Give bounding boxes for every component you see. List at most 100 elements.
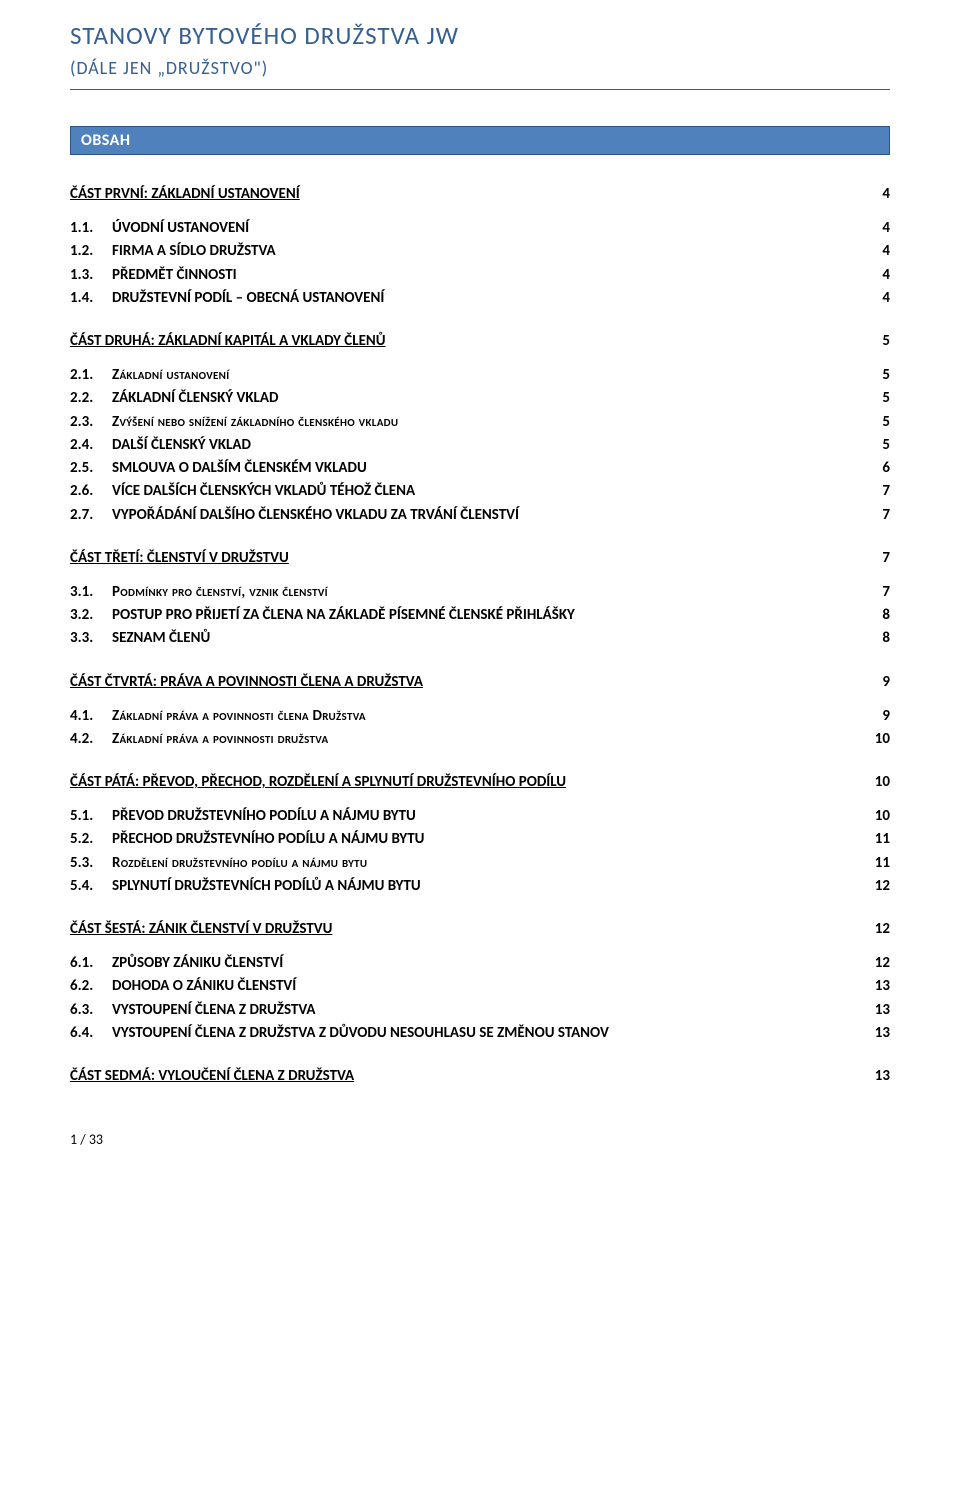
toc-entry-text: VYSTOUPENÍ ČLENA Z DRUŽSTVA Z DŮVODU NES… [112, 1022, 855, 1045]
toc-entry-text: ZPŮSOBY ZÁNIKU ČLENSTVÍ [112, 952, 855, 975]
toc-entry: 6.2.DOHODA O ZÁNIKU ČLENSTVÍ13 [70, 975, 890, 998]
toc-section-heading: ČÁST PÁTÁ: PŘEVOD, PŘECHOD, ROZDĚLENÍ A … [70, 773, 890, 791]
toc-section-heading: ČÁST SEDMÁ: VYLOUČENÍ ČLENA Z DRUŽSTVA 13 [70, 1067, 890, 1085]
toc-entry-text: FIRMA A SÍDLO DRUŽSTVA [112, 240, 862, 263]
toc-entry-text: SMLOUVA O DALŠÍM ČLENSKÉM VKLADU [112, 457, 862, 480]
toc-entry-page: 8 [862, 604, 890, 627]
toc-entry-number: 1.2. [70, 240, 112, 263]
toc-entry-number: 4.2. [70, 728, 112, 751]
toc-entry-number: 3.1. [70, 581, 112, 604]
toc-section-heading: ČÁST DRUHÁ: ZÁKLADNÍ KAPITÁL A VKLADY ČL… [70, 332, 890, 350]
toc-entry-text: Zvýšení nebo snížení základního členskéh… [112, 411, 862, 434]
toc-entry-text: Podmínky pro členství, vznik členství [112, 581, 862, 604]
document-title: STANOVY BYTOVÉHO DRUŽSTVA JW [70, 20, 890, 51]
toc-entry-text: DRUŽSTEVNÍ PODÍL – OBECNÁ USTANOVENÍ [112, 287, 862, 310]
toc-entry-number: 3.2. [70, 604, 112, 627]
toc-section-label: ČÁST PRVNÍ: ZÁKLADNÍ USTANOVENÍ [70, 185, 300, 203]
toc-entry-number: 6.1. [70, 952, 112, 975]
toc-entry-page: 12 [855, 875, 890, 898]
toc-entry-text: PŘEDMĚT ČINNOSTI [112, 264, 862, 287]
toc-entry-number: 6.3. [70, 999, 112, 1022]
toc-entry: 6.3.VYSTOUPENÍ ČLENA Z DRUŽSTVA13 [70, 999, 890, 1022]
toc-entry: 5.4.SPLYNUTÍ DRUŽSTEVNÍCH PODÍLŮ A NÁJMU… [70, 875, 890, 898]
toc-section: ČÁST DRUHÁ: ZÁKLADNÍ KAPITÁL A VKLADY ČL… [70, 332, 890, 527]
toc-entry-text: VYSTOUPENÍ ČLENA Z DRUŽSTVA [112, 999, 855, 1022]
toc-heading-bar: OBSAH [70, 126, 890, 155]
toc-entry-page: 9 [862, 705, 890, 728]
toc-entry: 2.4.DALŠÍ ČLENSKÝ VKLAD5 [70, 434, 890, 457]
toc-entry-text: ZÁKLADNÍ ČLENSKÝ VKLAD [112, 387, 862, 410]
toc-entry: 3.3.SEZNAM ČLENŮ8 [70, 627, 890, 650]
toc-section-label: ČÁST TŘETÍ: ČLENSTVÍ V DRUŽSTVU [70, 549, 289, 567]
toc-section: ČÁST PÁTÁ: PŘEVOD, PŘECHOD, ROZDĚLENÍ A … [70, 773, 890, 898]
document-subtitle: (DÁLE JEN „DRUŽSTVO") [70, 57, 890, 79]
toc-section-page: 9 [882, 673, 890, 691]
toc-entry-number: 2.1. [70, 364, 112, 387]
toc-entry-page: 4 [862, 240, 890, 263]
toc-entry-text: VÍCE DALŠÍCH ČLENSKÝCH VKLADŮ TÉHOŽ ČLEN… [112, 480, 862, 503]
toc-section-label: ČÁST ČTVRTÁ: PRÁVA A POVINNOSTI ČLENA A … [70, 673, 423, 691]
toc-entry-number: 3.3. [70, 627, 112, 650]
toc-section-page: 10 [875, 773, 890, 791]
toc-entry: 1.4.DRUŽSTEVNÍ PODÍL – OBECNÁ USTANOVENÍ… [70, 287, 890, 310]
toc-entry-number: 5.1. [70, 805, 112, 828]
toc-entry: 3.2.POSTUP PRO PŘIJETÍ ZA ČLENA NA ZÁKLA… [70, 604, 890, 627]
toc-section-label: ČÁST ŠESTÁ: ZÁNIK ČLENSTVÍ V DRUŽSTVU [70, 920, 332, 938]
toc-entry: 2.5.SMLOUVA O DALŠÍM ČLENSKÉM VKLADU6 [70, 457, 890, 480]
toc-section: ČÁST ŠESTÁ: ZÁNIK ČLENSTVÍ V DRUŽSTVU126… [70, 920, 890, 1045]
toc-entry-number: 2.7. [70, 504, 112, 527]
toc-section: ČÁST ČTVRTÁ: PRÁVA A POVINNOSTI ČLENA A … [70, 673, 890, 752]
toc-entry-page: 5 [862, 364, 890, 387]
toc-section-label: ČÁST PÁTÁ: PŘEVOD, PŘECHOD, ROZDĚLENÍ A … [70, 773, 566, 791]
toc-entry: 2.3.Zvýšení nebo snížení základního člen… [70, 411, 890, 434]
toc-entry-page: 7 [862, 480, 890, 503]
title-rule [70, 89, 890, 90]
toc-section: ČÁST SEDMÁ: VYLOUČENÍ ČLENA Z DRUŽSTVA 13 [70, 1067, 890, 1085]
toc-section-page: 13 [875, 1067, 890, 1085]
toc-entry-text: ÚVODNÍ USTANOVENÍ [112, 217, 862, 240]
toc-entry-page: 5 [862, 434, 890, 457]
toc-entry-page: 7 [862, 581, 890, 604]
toc-section-heading: ČÁST ČTVRTÁ: PRÁVA A POVINNOSTI ČLENA A … [70, 673, 890, 691]
toc-entry-number: 6.4. [70, 1022, 112, 1045]
toc-entry: 5.1.PŘEVOD DRUŽSTEVNÍHO PODÍLU A NÁJMU B… [70, 805, 890, 828]
toc-entry: 5.3.Rozdělení družstevního podílu a nájm… [70, 852, 890, 875]
toc-entry-number: 1.1. [70, 217, 112, 240]
toc-entry-page: 5 [862, 387, 890, 410]
toc-entry-text: POSTUP PRO PŘIJETÍ ZA ČLENA NA ZÁKLADĚ P… [112, 604, 862, 627]
toc-section-heading: ČÁST ŠESTÁ: ZÁNIK ČLENSTVÍ V DRUŽSTVU12 [70, 920, 890, 938]
toc-entry-text: Základní práva a povinnosti člena Družst… [112, 705, 862, 728]
toc-entry-number: 5.2. [70, 828, 112, 851]
toc-entry: 3.1.Podmínky pro členství, vznik členstv… [70, 581, 890, 604]
toc-entry-page: 12 [855, 952, 890, 975]
toc-entry-page: 4 [862, 217, 890, 240]
toc-entry-text: PŘEVOD DRUŽSTEVNÍHO PODÍLU A NÁJMU BYTU [112, 805, 855, 828]
toc-section-label: ČÁST SEDMÁ: VYLOUČENÍ ČLENA Z DRUŽSTVA [70, 1067, 354, 1085]
toc-entry-number: 2.6. [70, 480, 112, 503]
page-footer: 1 / 33 [70, 1131, 890, 1148]
toc-section-page: 7 [882, 549, 890, 567]
toc-entry-number: 5.3. [70, 852, 112, 875]
toc-entry-text: PŘECHOD DRUŽSTEVNÍHO PODÍLU A NÁJMU BYTU [112, 828, 855, 851]
toc-entry-text: Rozdělení družstevního podílu a nájmu by… [112, 852, 855, 875]
toc-entry: 2.7.VYPOŘÁDÁNÍ DALŠÍHO ČLENSKÉHO VKLADU … [70, 504, 890, 527]
toc-entry: 1.1.ÚVODNÍ USTANOVENÍ4 [70, 217, 890, 240]
toc-entry-page: 10 [855, 805, 890, 828]
toc-entry-number: 4.1. [70, 705, 112, 728]
toc-entry: 4.2.Základní práva a povinnosti družstva… [70, 728, 890, 751]
toc-entry: 1.2.FIRMA A SÍDLO DRUŽSTVA4 [70, 240, 890, 263]
toc-entry: 6.4.VYSTOUPENÍ ČLENA Z DRUŽSTVA Z DŮVODU… [70, 1022, 890, 1045]
toc-entry-number: 2.2. [70, 387, 112, 410]
table-of-contents: ČÁST PRVNÍ: ZÁKLADNÍ USTANOVENÍ41.1.ÚVOD… [70, 185, 890, 1085]
toc-entry-page: 5 [862, 411, 890, 434]
toc-section-page: 4 [882, 185, 890, 203]
toc-entry: 5.2.PŘECHOD DRUŽSTEVNÍHO PODÍLU A NÁJMU … [70, 828, 890, 851]
toc-entry-number: 2.4. [70, 434, 112, 457]
toc-section-label: ČÁST DRUHÁ: ZÁKLADNÍ KAPITÁL A VKLADY ČL… [70, 332, 386, 350]
toc-section: ČÁST TŘETÍ: ČLENSTVÍ V DRUŽSTVU73.1.Podm… [70, 549, 890, 651]
toc-entry-page: 4 [862, 287, 890, 310]
toc-entry-page: 6 [862, 457, 890, 480]
toc-entry: 6.1.ZPŮSOBY ZÁNIKU ČLENSTVÍ12 [70, 952, 890, 975]
toc-entry: 2.1.Základní ustanovení5 [70, 364, 890, 387]
toc-entry-page: 8 [862, 627, 890, 650]
